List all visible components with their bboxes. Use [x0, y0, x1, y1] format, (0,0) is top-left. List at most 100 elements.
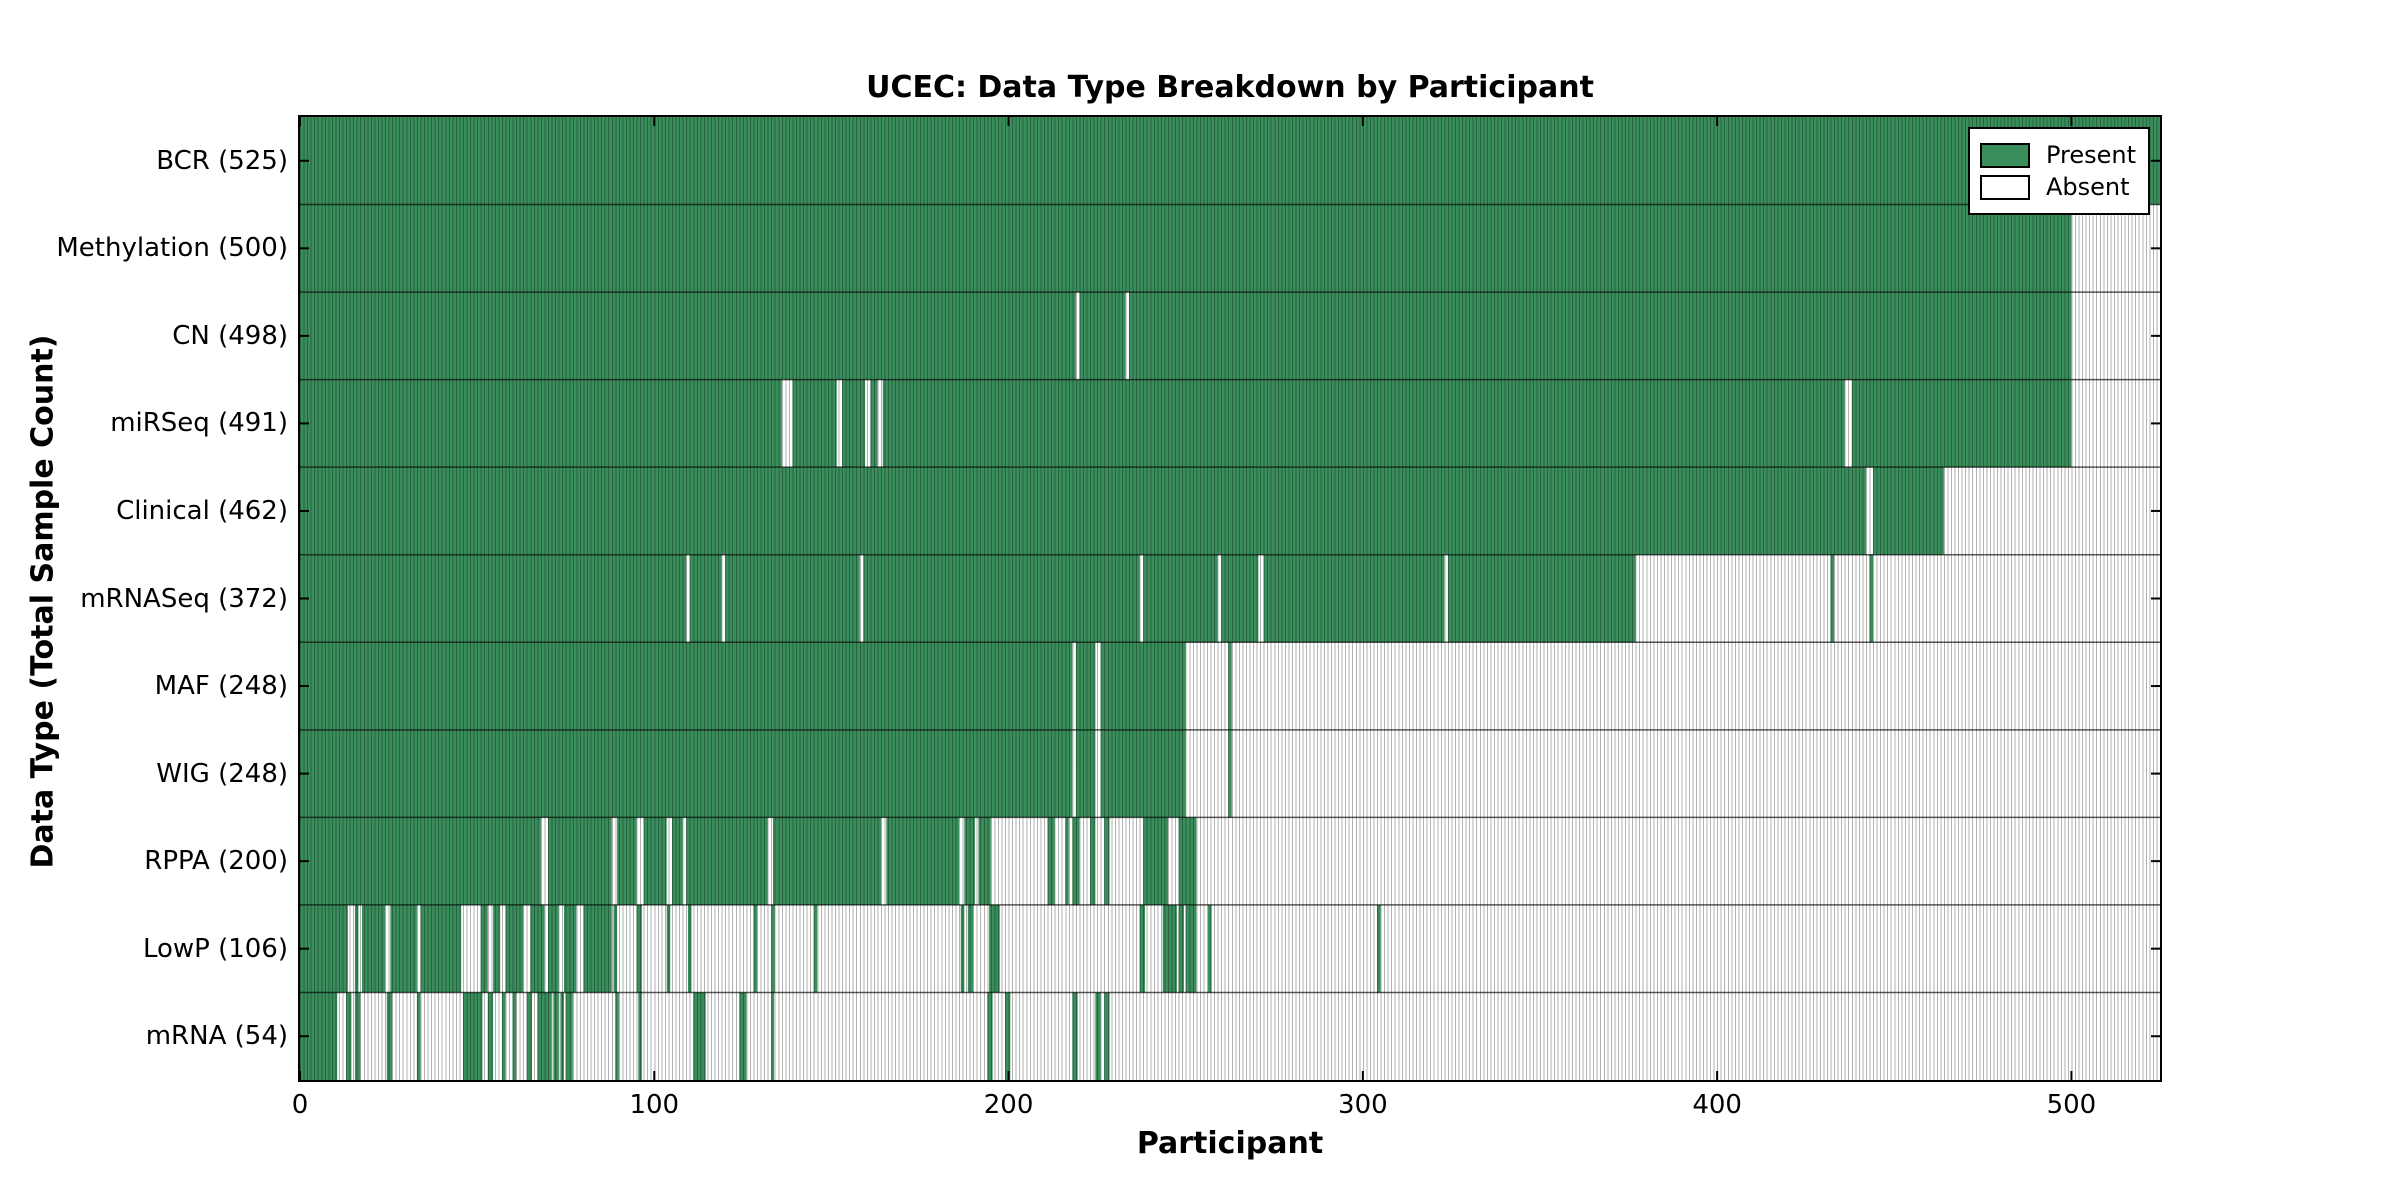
legend-entry-absent: Absent [1980, 173, 2138, 201]
legend-present-label: Present [2046, 141, 2137, 169]
present-segment-mRNASeq [1143, 554, 1218, 643]
present-segment-LowP [530, 904, 545, 993]
present-segment-mRNA [526, 992, 533, 1080]
present-segment-mRNASeq [1263, 554, 1445, 643]
present-segment-LowP [813, 904, 818, 993]
present-segment-RPPA [643, 817, 667, 905]
present-segment-CN [1079, 292, 1126, 380]
present-segment-mRNA [987, 992, 993, 1080]
present-segment-mRNA [1005, 992, 1011, 1080]
present-segment-LowP [420, 904, 462, 993]
present-segment-BCR [300, 117, 2160, 205]
present-segment-Clinical [1873, 467, 1944, 555]
present-segment-LowP [636, 904, 642, 993]
present-segment-mRNA [693, 992, 706, 1080]
present-segment-WIG [1100, 729, 1186, 818]
present-segment-mRNA [1104, 992, 1110, 1080]
x-tick-label-100: 100 [629, 1090, 680, 1120]
present-segment-mRNASeq [863, 554, 1140, 643]
y-category-label-mRNASeq: mRNASeq (372) [80, 583, 288, 614]
chart-title: UCEC: Data Type Breakdown by Participant [866, 70, 1594, 105]
present-segment-RPPA [672, 817, 683, 905]
present-segment-mRNA [386, 992, 393, 1080]
present-segment-mRNA [354, 992, 361, 1080]
present-segment-mRNA [416, 992, 421, 1080]
present-segment-MAF [300, 642, 1073, 730]
present-segment-RPPA [964, 817, 975, 905]
present-segment-RPPA [617, 817, 637, 905]
present-segment-LowP [354, 904, 359, 993]
y-category-label-WIG: WIG (248) [156, 758, 288, 789]
present-segment-LowP [666, 904, 671, 993]
present-segment-RPPA [772, 817, 882, 905]
present-segment-miRSeq [1851, 379, 2072, 468]
heatmap [300, 117, 2160, 1080]
present-segment-mRNASeq [300, 554, 687, 643]
x-tick-label-400: 400 [1692, 1090, 1742, 1120]
present-segment-mRNASeq [1830, 554, 1835, 643]
present-segment-miRSeq [882, 379, 1845, 468]
present-segment-RPPA [300, 817, 541, 905]
present-segment-RPPA [1178, 817, 1197, 905]
present-segment-mRNASeq [1447, 554, 1636, 643]
present-segment-mRNA [1095, 992, 1101, 1080]
present-segment-LowP [1208, 904, 1212, 993]
present-segment-mRNA [615, 992, 619, 1080]
present-segment-LowP [583, 904, 612, 993]
legend: Present Absent [1968, 127, 2150, 215]
y-category-label-Methylation: Methylation (500) [56, 233, 288, 264]
present-segment-RPPA [1047, 817, 1055, 905]
present-segment-mRNA [512, 992, 517, 1080]
present-segment-RPPA [548, 817, 612, 905]
present-segment-mRNASeq [1869, 554, 1874, 643]
present-segment-mRNASeq [689, 554, 722, 643]
present-segment-LowP [1139, 904, 1145, 993]
present-segment-mRNA [560, 992, 564, 1080]
present-segment-RPPA [1143, 817, 1168, 905]
present-segment-mRNA [1072, 992, 1078, 1080]
present-segment-LowP [967, 904, 974, 993]
y-category-label-mRNA: mRNA (54) [145, 1021, 288, 1052]
present-segment-CN [300, 292, 1076, 380]
present-segment-RPPA [886, 817, 959, 905]
present-segment-RPPA [1104, 817, 1110, 905]
present-segment-RPPA [978, 817, 991, 905]
present-segment-MAF [1075, 642, 1096, 730]
present-segment-RPPA [686, 817, 768, 905]
y-category-label-CN: CN (498) [172, 320, 288, 351]
y-category-label-BCR: BCR (525) [156, 145, 288, 176]
present-swatch [1980, 142, 2030, 168]
y-category-label-MAF: MAF (248) [154, 671, 288, 702]
present-segment-miRSeq [870, 379, 878, 468]
present-segment-miRSeq [300, 379, 782, 468]
plot-area: Present Absent [298, 115, 2162, 1082]
present-segment-LowP [493, 904, 501, 993]
present-segment-LowP [505, 904, 524, 993]
present-segment-miRSeq [792, 379, 837, 468]
present-segment-LowP [1162, 904, 1177, 993]
present-segment-Clinical [300, 467, 1866, 555]
present-segment-mRNA [462, 992, 483, 1080]
present-segment-LowP [480, 904, 488, 993]
present-segment-mRNA [739, 992, 747, 1080]
present-segment-RPPA [1072, 817, 1080, 905]
present-segment-LowP [771, 904, 775, 993]
present-segment-MAF [1228, 642, 1232, 730]
y-category-label-RPPA: RPPA (200) [144, 846, 288, 877]
y-category-label-miRSeq: miRSeq (491) [110, 408, 288, 439]
present-segment-mRNA [501, 992, 506, 1080]
present-segment-LowP [753, 904, 758, 993]
present-segment-mRNASeq [1221, 554, 1259, 643]
x-tick-label-500: 500 [2046, 1090, 2097, 1120]
legend-absent-label: Absent [2046, 173, 2130, 201]
y-category-label-Clinical: Clinical (462) [116, 495, 288, 526]
present-segment-miRSeq [842, 379, 866, 468]
present-segment-LowP [563, 904, 577, 993]
present-segment-LowP [989, 904, 1000, 993]
x-tick-label-200: 200 [983, 1090, 1034, 1120]
present-segment-CN [1129, 292, 2072, 380]
present-segment-LowP [1377, 904, 1381, 993]
present-segment-LowP [1178, 904, 1184, 993]
present-segment-MAF [1100, 642, 1186, 730]
present-segment-mRNASeq [725, 554, 860, 643]
